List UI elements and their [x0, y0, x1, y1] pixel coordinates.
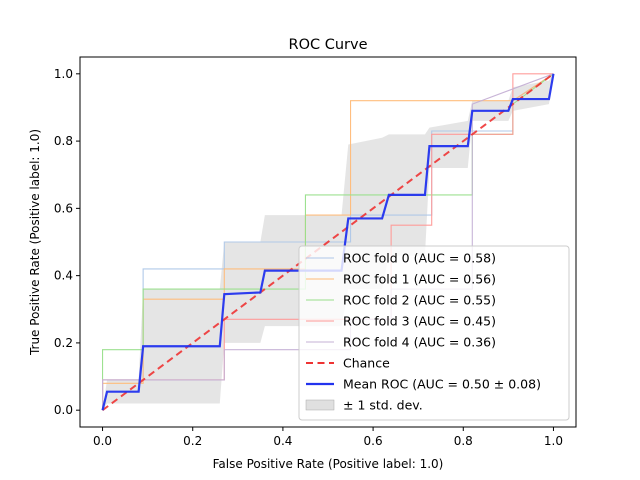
x-tick-label: 0.8	[454, 434, 473, 448]
legend-label-chance: Chance	[343, 356, 390, 371]
x-tick-label: 0.2	[183, 434, 202, 448]
y-axis-ticks: 0.0 0.2 0.4 0.6 0.8 1.0	[54, 67, 80, 417]
x-tick-label: 0.4	[273, 434, 292, 448]
x-tick-label: 0.0	[93, 434, 112, 448]
x-tick-label: 1.0	[544, 434, 563, 448]
legend: ROC fold 0 (AUC = 0.58) ROC fold 1 (AUC =…	[298, 245, 570, 421]
y-tick-label: 1.0	[54, 67, 73, 81]
chance-line	[101, 73, 555, 411]
y-tick-label: 0.8	[54, 134, 73, 148]
y-tick-label: 0.6	[54, 201, 73, 215]
legend-swatch-band	[305, 399, 335, 411]
legend-label-fold4: ROC fold 4 (AUC = 0.36)	[343, 335, 496, 350]
legend-label-fold2: ROC fold 2 (AUC = 0.55)	[343, 293, 496, 308]
mean-roc-line	[101, 73, 555, 411]
y-tick-label: 0.0	[54, 403, 73, 417]
y-axis-label: True Positive Rate (Positive label: 1.0)	[28, 129, 42, 356]
y-tick-label: 0.4	[54, 269, 73, 283]
x-axis-label: False Positive Rate (Positive label: 1.0…	[213, 457, 444, 471]
plot-frame	[79, 56, 577, 428]
y-tick-label: 0.2	[54, 336, 73, 350]
legend-label-fold0: ROC fold 0 (AUC = 0.58)	[343, 251, 496, 266]
legend-label-mean: Mean ROC (AUC = 0.50 ± 0.08)	[343, 377, 541, 392]
main-lines-layer	[101, 73, 555, 411]
x-axis-ticks: 0.0 0.2 0.4 0.6 0.8 1.0	[93, 427, 563, 448]
legend-box	[298, 245, 570, 421]
chart-title: ROC Curve	[289, 37, 368, 53]
x-tick-label: 0.6	[364, 434, 383, 448]
legend-label-fold1: ROC fold 1 (AUC = 0.56)	[343, 272, 496, 287]
legend-label-band: ± 1 std. dev.	[343, 398, 423, 413]
legend-label-fold3: ROC fold 3 (AUC = 0.45)	[343, 314, 496, 329]
